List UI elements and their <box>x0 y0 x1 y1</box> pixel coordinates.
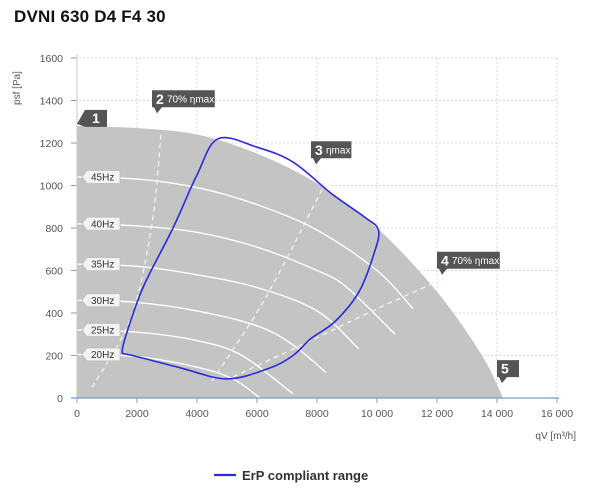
frequency-label-tag <box>81 323 121 337</box>
chart-title: DVNI 630 D4 F4 30 <box>14 7 166 26</box>
frequency-curve-30hz <box>76 299 327 374</box>
marker-text: 70% ηmax <box>167 94 214 105</box>
frequency-curve-45hz <box>76 176 414 310</box>
frequency-label-tag <box>81 257 121 272</box>
y-tick-label: 400 <box>45 308 63 320</box>
frequency-label-20hz: 20Hz <box>81 347 121 362</box>
x-tick-label: 14 000 <box>481 408 513 420</box>
legend-label: ErP compliant range <box>242 468 368 483</box>
frequency-curve-40hz <box>76 223 396 335</box>
y-tick-label: 800 <box>45 223 63 235</box>
marker-3: 3 ηmax <box>311 141 352 165</box>
marker-number: 3 <box>315 142 323 158</box>
frequency-label-tag <box>81 170 121 184</box>
frequency-label-tag <box>81 216 121 231</box>
frequency-label-tag <box>81 347 121 362</box>
marker-number: 2 <box>156 91 164 107</box>
y-tick-label: 1000 <box>40 181 64 193</box>
marker-box <box>311 141 352 165</box>
operating-envelope <box>77 126 503 398</box>
frequency-label-text: 25Hz <box>91 326 114 337</box>
marker-number: 4 <box>441 252 449 268</box>
marker-text: 70% ηmax <box>452 256 499 267</box>
frequency-label-text: 45Hz <box>91 173 114 184</box>
frequency-label-35hz: 35Hz <box>81 257 121 272</box>
frequency-label-30hz: 30Hz <box>81 293 121 308</box>
frequency-label-text: 30Hz <box>91 296 114 307</box>
frequency-label-text: 35Hz <box>91 260 114 271</box>
marker-box <box>437 251 500 275</box>
y-tick-label: 1600 <box>40 53 64 65</box>
frequency-label-tag <box>81 293 121 308</box>
operating-envelope-area <box>77 126 503 398</box>
frequency-label-text: 40Hz <box>91 219 114 230</box>
frequency-label-45hz: 45Hz <box>81 170 121 184</box>
marker-number: 5 <box>501 361 509 377</box>
x-tick-label: 0 <box>74 408 80 420</box>
axes: 0 200 400 600 800 1000 1200 1400 1600 0 2000 4000 60… <box>40 53 574 420</box>
marker-2: 2 70% ηmax <box>152 90 215 114</box>
y-tick-label: 1400 <box>40 96 64 108</box>
marker-box <box>77 109 107 127</box>
marker-box <box>497 360 519 384</box>
y-tick-label: 600 <box>45 266 63 278</box>
x-tick-label: 12 000 <box>421 408 453 420</box>
y-tick-label: 0 <box>57 393 63 405</box>
x-tick-label: 16 000 <box>541 408 573 420</box>
frequency-label-25hz: 25Hz <box>81 323 121 337</box>
frequency-labels: 45Hz 40Hz 35Hz 30Hz 25Hz 20Hz <box>81 170 121 362</box>
y-axis-label: psf [Pa] <box>12 71 23 105</box>
frequency-label-text: 20Hz <box>91 350 114 361</box>
legend: ErP compliant range <box>214 468 368 483</box>
x-tick-label: 10 000 <box>361 408 393 420</box>
y-tick-label: 1200 <box>40 138 64 150</box>
erp-range-curve <box>121 136 380 380</box>
marker-1: 1 <box>77 109 107 127</box>
marker-box <box>152 90 215 114</box>
erp-range-line <box>121 136 380 380</box>
x-tick-label: 4000 <box>185 408 209 420</box>
marker-5: 5 <box>497 360 519 384</box>
marker-text: ηmax <box>326 145 350 156</box>
frequency-label-40hz: 40Hz <box>81 216 121 231</box>
efficiency-line-4-70-max <box>232 278 444 378</box>
x-tick-label: 8000 <box>305 408 329 420</box>
y-tick-label: 200 <box>45 351 63 363</box>
x-tick-label: 2000 <box>125 408 149 420</box>
efficiency-line-3-max <box>211 181 327 382</box>
x-tick-label: 6000 <box>245 408 269 420</box>
frequency-curves <box>76 176 414 399</box>
marker-4: 4 70% ηmax <box>437 251 500 275</box>
marker-number: 1 <box>92 110 100 126</box>
x-axis-label: qV [m³/h] <box>535 431 576 442</box>
frequency-curve-35hz <box>76 263 360 350</box>
